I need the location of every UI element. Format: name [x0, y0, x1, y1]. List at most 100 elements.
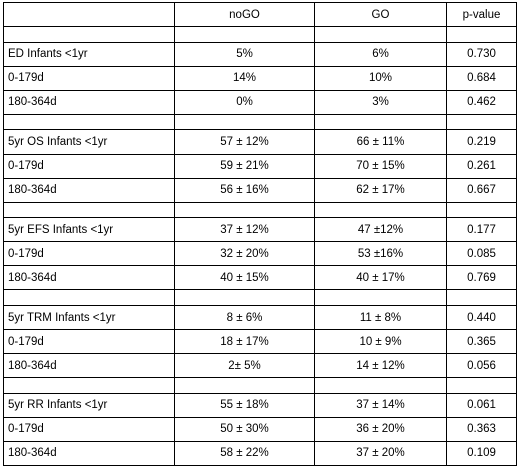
nogo-value: 57 ± 12%: [174, 129, 315, 155]
spacer-cell: [174, 289, 315, 306]
table-row: 5yr RR Infants <1yr 55 ± 18% 37 ± 14% 0.061: [3, 392, 517, 418]
row-label: 5yr EFS Infants <1yr: [3, 217, 175, 243]
table-row: 5yr OS Infants <1yr 57 ± 12% 66 ± 11% 0.219: [3, 129, 517, 155]
spacer-cell: [446, 26, 517, 43]
spacer-row: [3, 377, 517, 394]
spacer-cell: [174, 201, 315, 219]
nogo-value: 56 ± 16%: [174, 177, 315, 203]
header-row: noGO GO p-value: [3, 1, 517, 28]
spacer-cell: [446, 289, 517, 306]
row-label: 0-179d: [3, 416, 175, 442]
go-value: 62 ± 17%: [314, 177, 447, 203]
go-value: 37 ± 14%: [314, 392, 447, 418]
p-value: 0.730: [446, 41, 517, 67]
table-row: ED Infants <1yr 5% 6% 0.730: [3, 41, 517, 67]
row-label: 5yr RR Infants <1yr: [3, 392, 175, 418]
table-row: 0-179d 14% 10% 0.684: [3, 65, 517, 91]
nogo-value: 2± 5%: [174, 353, 315, 379]
p-value: 0.056: [446, 353, 517, 379]
nogo-value: 50 ± 30%: [174, 416, 315, 442]
row-label: ED Infants <1yr: [3, 41, 175, 67]
p-value: 0.085: [446, 241, 517, 267]
nogo-value: 58 ± 22%: [174, 440, 315, 467]
nogo-value: 0%: [174, 89, 315, 115]
nogo-value: 40 ± 15%: [174, 265, 315, 291]
spacer-cell: [446, 377, 517, 394]
spacer-cell: [314, 377, 447, 394]
nogo-value: 8 ± 6%: [174, 304, 315, 331]
table-row: 180-364d 40 ± 15% 40 ± 17% 0.769: [3, 265, 517, 291]
table-row: 180-364d 2± 5% 14 ± 12% 0.056: [3, 353, 517, 379]
row-label: 5yr TRM Infants <1yr: [3, 304, 175, 331]
row-label: 180-364d: [3, 440, 175, 467]
table-row: 0-179d 59 ± 21% 70 ± 15% 0.261: [3, 153, 517, 179]
go-value: 36 ± 20%: [314, 416, 447, 442]
spacer-row: [3, 113, 517, 131]
p-value: 0.440: [446, 304, 517, 331]
table-row: 5yr EFS Infants <1yr 37 ± 12% 47 ±12% 0.177: [3, 217, 517, 243]
row-label: 5yr OS Infants <1yr: [3, 129, 175, 155]
row-label: 180-364d: [3, 89, 175, 115]
go-value: 10%: [314, 65, 447, 91]
row-label: 0-179d: [3, 65, 175, 91]
header-cell-go: GO: [314, 1, 447, 28]
nogo-value: 32 ± 20%: [174, 241, 315, 267]
nogo-value: 5%: [174, 41, 315, 67]
nogo-value: 59 ± 21%: [174, 153, 315, 179]
table-row: 0-179d 32 ± 20% 53 ±16% 0.085: [3, 241, 517, 267]
table-row: 0-179d 50 ± 30% 36 ± 20% 0.363: [3, 416, 517, 442]
spacer-cell: [174, 26, 315, 43]
go-value: 6%: [314, 41, 447, 67]
nogo-value: 14%: [174, 65, 315, 91]
spacer-cell: [314, 26, 447, 43]
p-value: 0.109: [446, 440, 517, 467]
p-value: 0.365: [446, 329, 517, 355]
row-label: 0-179d: [3, 241, 175, 267]
spacer-cell: [314, 289, 447, 306]
nogo-value: 37 ± 12%: [174, 217, 315, 243]
table-row: 5yr TRM Infants <1yr 8 ± 6% 11 ± 8% 0.440: [3, 304, 517, 331]
spacer-cell: [3, 26, 175, 43]
spacer-cell: [314, 201, 447, 219]
spacer-cell: [446, 201, 517, 219]
go-value: 66 ± 11%: [314, 129, 447, 155]
spacer-cell: [3, 201, 175, 219]
p-value: 0.769: [446, 265, 517, 291]
spacer-cell: [174, 113, 315, 131]
spacer-cell: [314, 113, 447, 131]
spacer-row: [3, 26, 517, 43]
row-label: 0-179d: [3, 153, 175, 179]
spacer-cell: [3, 377, 175, 394]
p-value: 0.177: [446, 217, 517, 243]
p-value: 0.684: [446, 65, 517, 91]
spacer-cell: [174, 377, 315, 394]
go-value: 3%: [314, 89, 447, 115]
row-label: 0-179d: [3, 329, 175, 355]
row-label: 180-364d: [3, 353, 175, 379]
go-value: 11 ± 8%: [314, 304, 447, 331]
spacer-cell: [3, 289, 175, 306]
nogo-value: 55 ± 18%: [174, 392, 315, 418]
go-value: 14 ± 12%: [314, 353, 447, 379]
header-cell-blank: [3, 1, 175, 28]
go-value: 47 ±12%: [314, 217, 447, 243]
p-value: 0.462: [446, 89, 517, 115]
p-value: 0.363: [446, 416, 517, 442]
go-value: 53 ±16%: [314, 241, 447, 267]
nogo-value: 18 ± 17%: [174, 329, 315, 355]
go-value: 37 ± 20%: [314, 440, 447, 467]
p-value: 0.667: [446, 177, 517, 203]
table-row: 180-364d 58 ± 22% 37 ± 20% 0.109: [3, 440, 517, 467]
p-value: 0.219: [446, 129, 517, 155]
table-row: 180-364d 0% 3% 0.462: [3, 89, 517, 115]
p-value: 0.261: [446, 153, 517, 179]
outcome-table: noGO GO p-value ED Infants <1yr 5% 6% 0.730…: [3, 1, 517, 467]
table-body: noGO GO p-value ED Infants <1yr 5% 6% 0.730…: [3, 1, 517, 467]
p-value: 0.061: [446, 392, 517, 418]
go-value: 40 ± 17%: [314, 265, 447, 291]
table-row: 0-179d 18 ± 17% 10 ± 9% 0.365: [3, 329, 517, 355]
table-row: 180-364d 56 ± 16% 62 ± 17% 0.667: [3, 177, 517, 203]
spacer-cell: [446, 113, 517, 131]
row-label: 180-364d: [3, 177, 175, 203]
header-cell-nogo: noGO: [174, 1, 315, 28]
